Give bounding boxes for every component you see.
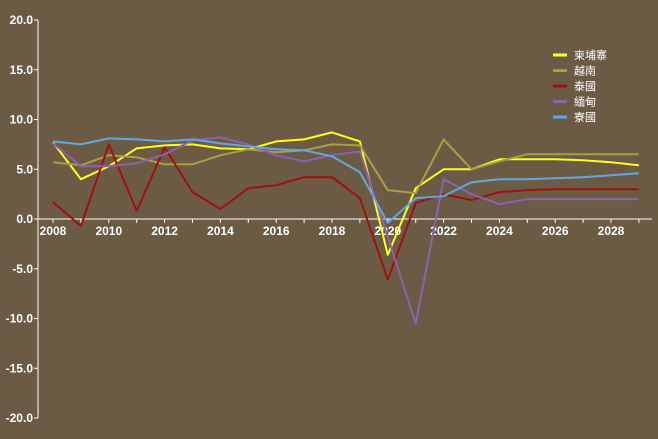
y-tick-label: 5.0 xyxy=(16,162,33,176)
x-tick-label: 2026 xyxy=(542,224,569,238)
y-tick-label: -10.0 xyxy=(6,312,34,326)
series-line-4 xyxy=(52,137,639,224)
legend-label: 柬埔寨 xyxy=(574,48,607,62)
series-line-2 xyxy=(52,143,639,281)
x-tick-label: 2008 xyxy=(40,224,67,238)
x-axis: 2008 2010 2012 2014 2016 2018 2020 2022 2024 2026… xyxy=(38,218,652,238)
legend-label: 緬甸 xyxy=(574,96,596,109)
x-tick-label: 2028 xyxy=(598,224,625,238)
y-tick-label: 15.0 xyxy=(10,63,34,77)
legend-label: 寮國 xyxy=(574,110,596,124)
x-tick-label: 2014 xyxy=(207,224,234,238)
series-lines xyxy=(52,131,640,325)
series-line-3 xyxy=(52,136,639,325)
x-tick-label: 2022 xyxy=(430,224,457,238)
x-tick-label: 2012 xyxy=(151,224,178,238)
legend-label: 泰國 xyxy=(574,79,596,93)
series-line-0 xyxy=(52,131,640,256)
x-tick-label: 2024 xyxy=(486,224,513,238)
y-axis: 20.0 15.0 10.0 5.0 0.0 -5.0 -10.0 -15.0 -20.0 xyxy=(6,13,39,425)
x-tick-label: 2016 xyxy=(263,224,290,238)
legend-label: 越南 xyxy=(574,64,596,78)
y-tick-label: -5.0 xyxy=(12,262,33,276)
y-tick-label: 10.0 xyxy=(10,113,34,127)
x-tick-label: 2010 xyxy=(95,224,122,238)
y-tick-label: -20.0 xyxy=(6,411,34,425)
y-tick-label: -15.0 xyxy=(6,361,34,375)
x-tick-label: 2018 xyxy=(319,224,346,238)
y-tick-label: 0.0 xyxy=(16,212,33,226)
y-tick-label: 20.0 xyxy=(10,13,34,27)
series-line-1 xyxy=(52,138,639,195)
